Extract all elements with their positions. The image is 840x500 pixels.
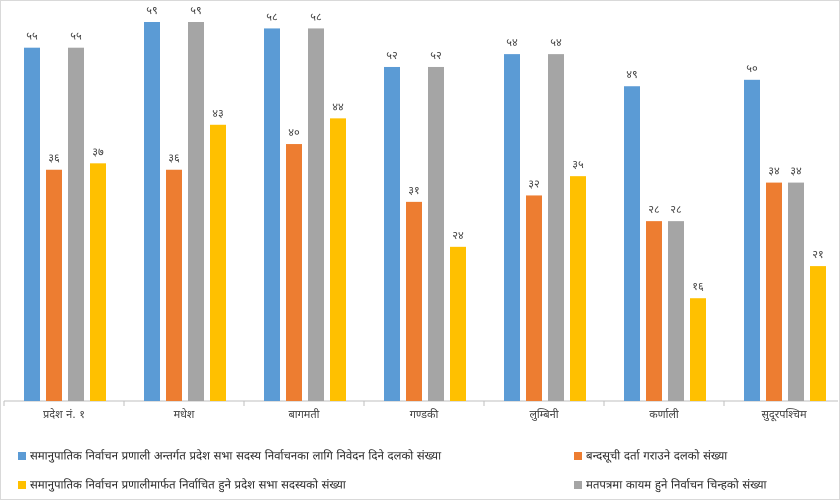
data-label: ५२ xyxy=(430,49,441,62)
data-label: ३१ xyxy=(408,184,419,197)
data-label: ३६ xyxy=(48,152,60,165)
data-label: ५४ xyxy=(550,36,562,49)
bar xyxy=(90,163,106,401)
data-label: ५४ xyxy=(506,36,518,49)
bar xyxy=(286,144,302,401)
bar xyxy=(166,169,182,401)
x-tick-label: बागमती xyxy=(288,408,319,421)
x-tick-label: सुदूरपश्चिम xyxy=(761,408,807,422)
data-label: ५८ xyxy=(266,10,278,23)
bar xyxy=(330,118,346,402)
bar xyxy=(690,298,706,401)
bar xyxy=(744,79,760,401)
data-label: ४३ xyxy=(212,107,223,120)
data-label: २१ xyxy=(812,248,823,261)
data-label: २४ xyxy=(452,229,464,242)
data-label: ४४ xyxy=(332,100,344,113)
bar xyxy=(308,28,324,401)
data-label: ३२ xyxy=(528,177,539,190)
bar xyxy=(766,182,782,401)
legend-label: बन्दसूची दर्ता गराउने दलको संख्या xyxy=(586,449,728,464)
x-tick-label: गण्डकी xyxy=(410,408,439,421)
data-label: ५८ xyxy=(310,10,322,23)
x-tick-label: प्रदेश नं. १ xyxy=(43,408,85,421)
x-tick-label: लुम्बिनी xyxy=(529,408,558,421)
data-label: ३४ xyxy=(768,165,780,178)
bar xyxy=(450,246,466,401)
data-label: ३७ xyxy=(92,145,104,158)
data-label: ४० xyxy=(288,126,300,139)
bar xyxy=(384,66,400,402)
data-label: ५५ xyxy=(26,30,38,43)
bar xyxy=(24,47,40,401)
bar xyxy=(646,221,662,401)
bar xyxy=(406,201,422,401)
bar xyxy=(144,22,160,401)
legend-swatch xyxy=(18,452,26,460)
x-tick-label: कर्णाली xyxy=(649,408,679,421)
data-label: ३४ xyxy=(790,165,802,178)
legend-label: मतपत्रमा कायम हुने निर्वाचन चिन्हको संख्… xyxy=(586,478,768,493)
bar xyxy=(504,54,520,401)
data-label: ५९ xyxy=(146,4,157,17)
bar xyxy=(624,86,640,401)
bar xyxy=(210,124,226,401)
legend-swatch xyxy=(574,481,582,489)
bar xyxy=(668,221,684,401)
bar xyxy=(46,169,62,401)
data-label: ३५ xyxy=(572,158,584,171)
legend-label: समानुपातिक निर्वाचन प्रणालीमार्फत निर्वा… xyxy=(30,478,347,493)
legend-swatch xyxy=(18,481,26,489)
x-tick-label: मधेश xyxy=(174,408,195,421)
data-label: ४९ xyxy=(626,68,637,81)
bar xyxy=(570,176,586,401)
data-label: २८ xyxy=(670,203,682,216)
data-label: ५० xyxy=(746,62,758,75)
data-label: ३६ xyxy=(168,152,180,165)
data-label: ५२ xyxy=(386,49,397,62)
data-label: १६ xyxy=(692,280,704,293)
data-label: ५५ xyxy=(70,30,82,43)
bar xyxy=(68,47,84,401)
bar xyxy=(788,182,804,401)
bar xyxy=(188,22,204,401)
bar xyxy=(428,66,444,402)
bar xyxy=(810,266,826,401)
bar xyxy=(264,28,280,401)
legend-swatch xyxy=(574,452,582,460)
data-label: २८ xyxy=(648,203,660,216)
legend-label: समानुपातिक निर्वाचन प्रणाली अन्तर्गत प्र… xyxy=(30,449,442,464)
bar xyxy=(548,54,564,401)
data-label: ५९ xyxy=(190,4,201,17)
bar xyxy=(526,195,542,401)
